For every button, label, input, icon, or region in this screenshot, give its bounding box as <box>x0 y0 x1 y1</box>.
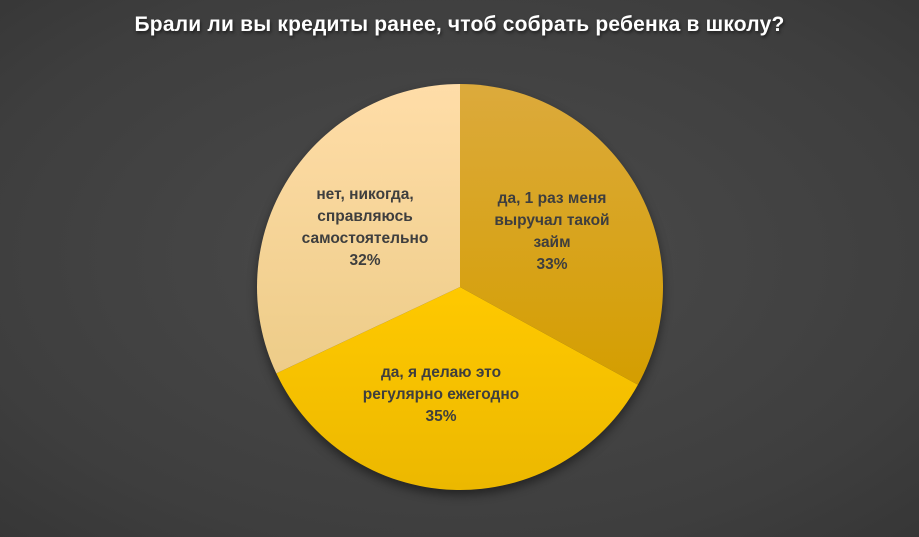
slice-percent: 35% <box>425 408 457 425</box>
slice-label-loan-yearly: да, я делаю это регулярно ежегодно 35% <box>363 362 519 428</box>
slice-label-line: да, я делаю это <box>380 364 502 381</box>
pie-slice-1 <box>276 287 638 491</box>
slice-label-line: да, 1 раз меня <box>497 190 607 207</box>
slice-label-line: нет, никогда, <box>316 186 414 203</box>
slice-label-never-loan: нет, никогда, справляюсь самостоятельно … <box>302 184 429 272</box>
slice-label-line: справляюсь <box>317 208 413 225</box>
slice-percent: 33% <box>536 256 568 273</box>
slice-label-line: выручал такой <box>494 212 610 229</box>
pie-slice-2 <box>257 84 460 374</box>
pie-slice-0 <box>460 84 664 385</box>
slice-label-loan-once: да, 1 раз меня выручал такой займ 33% <box>494 188 609 276</box>
slice-label-line: регулярно ежегодно <box>362 386 520 403</box>
slice-label-line: займ <box>533 234 571 251</box>
chart-title: Брали ли вы кредиты ранее, чтоб собрать … <box>134 13 785 36</box>
slice-percent: 32% <box>349 252 381 269</box>
slice-label-line: самостоятельно <box>301 230 429 247</box>
